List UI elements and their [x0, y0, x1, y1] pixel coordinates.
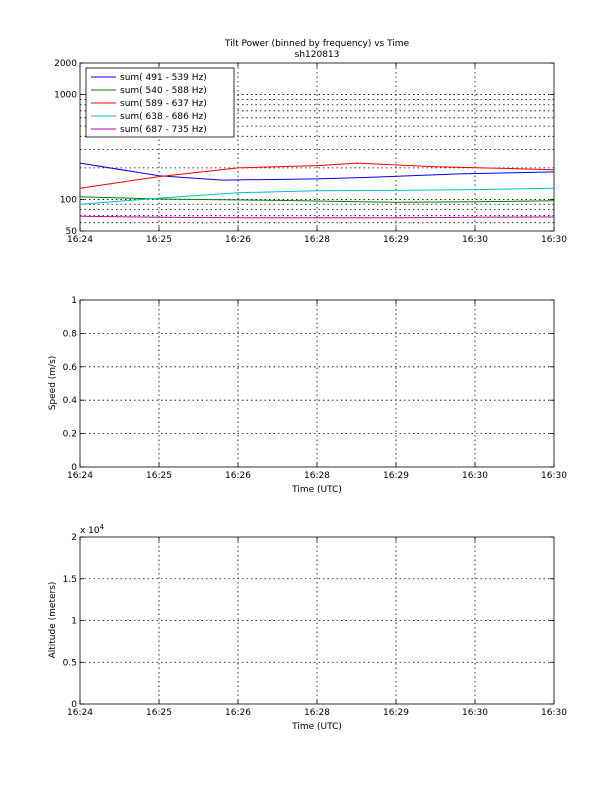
- y-tick-label: 1000: [54, 91, 77, 101]
- x-tick-label: 16:30: [541, 471, 567, 481]
- x-tick-label: 16:29: [383, 235, 409, 245]
- y-axis-label: Altitude (meters): [48, 582, 58, 659]
- y-tick-label: 0.8: [63, 329, 78, 339]
- y-tick-label: 1: [71, 617, 77, 627]
- x-tick-label: 16:26: [225, 471, 251, 481]
- speed-axes: 16:24 16:25 16:26 16:28 16:29 16:30 16:30 0 0.2 0…: [48, 296, 567, 495]
- grid-lines: [80, 537, 554, 704]
- series-line: [79, 162, 555, 189]
- x-tick-label: 16:28: [304, 235, 330, 245]
- y-tick-label: 1: [71, 296, 77, 306]
- series-line: [79, 162, 555, 181]
- y-tick-label: 50: [66, 227, 78, 237]
- y-tick-label: 0.5: [63, 658, 77, 668]
- chart-title: Tilt Power (binned by frequency) vs Time: [224, 39, 410, 49]
- x-tick-label: 16:24: [67, 471, 93, 481]
- y-tick-label: 2000: [54, 59, 77, 69]
- x-tick-label: 16:26: [225, 235, 251, 245]
- x-tick-label: 16:30: [462, 471, 488, 481]
- chart-subtitle: sh120813: [295, 50, 340, 60]
- plot-area: [79, 536, 555, 705]
- legend-entry: sum( 540 - 588 Hz): [120, 86, 207, 96]
- y-multiplier: x 104: [80, 523, 105, 536]
- y-tick-label: 0: [71, 463, 77, 473]
- y-tick-label: 100: [60, 195, 77, 205]
- axis-ticks: 16:24 16:25 16:26 16:28 16:29 16:30 16:30 0 0.5 1…: [63, 533, 568, 718]
- x-tick-label: 16:25: [146, 471, 172, 481]
- x-tick-label: 16:29: [383, 708, 409, 718]
- tilt-power-axes: Tilt Power (binned by frequency) vs Time…: [54, 39, 567, 245]
- y-tick-label: 0.2: [63, 430, 77, 440]
- legend: sum( 491 - 539 Hz) sum( 540 - 588 Hz) sum(…: [85, 67, 235, 138]
- altitude-axes: 16:24 16:25 16:26 16:28 16:29 16:30 16:30 0 0.5 1…: [48, 523, 567, 732]
- legend-entry: sum( 589 - 637 Hz): [120, 99, 207, 109]
- series-line: [79, 215, 555, 219]
- y-tick-label: 0: [71, 700, 77, 710]
- x-tick-label: 16:30: [462, 235, 488, 245]
- x-tick-label: 16:26: [225, 708, 251, 718]
- x-tick-label: 16:29: [383, 471, 409, 481]
- y-multiplier-exponent: 4: [100, 523, 105, 531]
- x-tick-label: 16:25: [146, 708, 172, 718]
- legend-entry: sum( 491 - 539 Hz): [120, 73, 207, 83]
- x-tick-label: 16:30: [462, 708, 488, 718]
- series-line: [79, 187, 555, 205]
- x-tick-label: 16:24: [67, 708, 93, 718]
- plot-area: [79, 299, 555, 468]
- y-multiplier-base: x 10: [80, 526, 100, 536]
- legend-entry: sum( 638 - 686 Hz): [120, 112, 207, 122]
- data-series: [79, 162, 555, 219]
- x-tick-label: 16:24: [67, 235, 93, 245]
- y-tick-label: 0.4: [63, 396, 78, 406]
- y-axis-label: Speed (m/s): [48, 356, 58, 411]
- x-tick-label: 16:28: [304, 471, 330, 481]
- legend-entry: sum( 687 - 735 Hz): [120, 125, 207, 135]
- x-tick-label: 16:25: [146, 235, 172, 245]
- x-tick-label: 16:30: [541, 708, 567, 718]
- y-tick-label: 1.5: [63, 575, 77, 585]
- x-tick-label: 16:28: [304, 708, 330, 718]
- y-tick-label: 0.6: [63, 363, 78, 373]
- axis-ticks: 16:24 16:25 16:26 16:28 16:29 16:30 16:30 0 0.2 0…: [63, 296, 568, 481]
- x-axis-label: Time (UTC): [291, 485, 342, 495]
- x-tick-label: 16:30: [541, 235, 567, 245]
- grid-lines: [80, 300, 554, 467]
- x-axis-label: Time (UTC): [291, 722, 342, 732]
- axis-ticks: 16:24 16:25 16:26 16:28 16:29 16:30 16:30 50 100…: [54, 59, 567, 245]
- y-tick-label: 2: [71, 533, 77, 543]
